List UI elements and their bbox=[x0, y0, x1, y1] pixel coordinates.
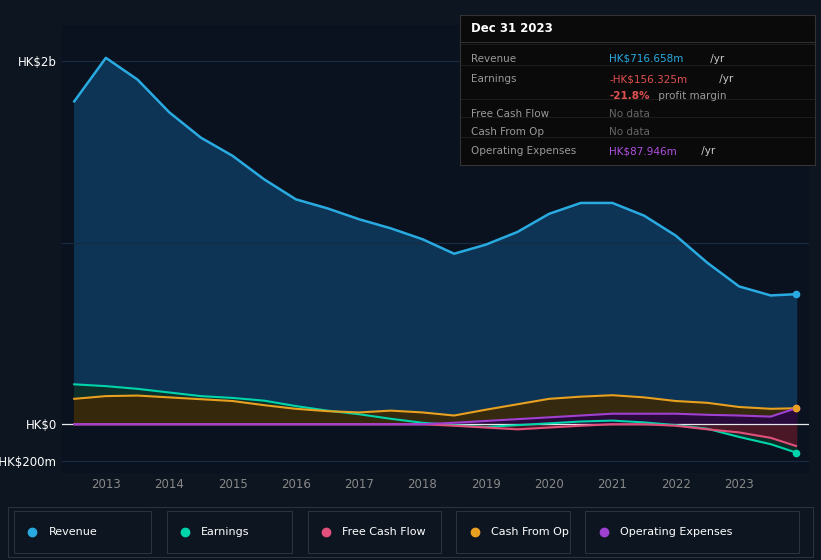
Text: No data: No data bbox=[609, 127, 650, 137]
Text: HK$87.946m: HK$87.946m bbox=[609, 147, 677, 156]
Text: Free Cash Flow: Free Cash Flow bbox=[470, 109, 548, 119]
Text: -21.8%: -21.8% bbox=[609, 91, 649, 101]
Text: /yr: /yr bbox=[707, 54, 724, 63]
Text: Operating Expenses: Operating Expenses bbox=[620, 527, 732, 537]
Text: No data: No data bbox=[609, 109, 650, 119]
Text: Earnings: Earnings bbox=[201, 527, 250, 537]
Text: Revenue: Revenue bbox=[48, 527, 97, 537]
Text: Operating Expenses: Operating Expenses bbox=[470, 147, 576, 156]
Text: Free Cash Flow: Free Cash Flow bbox=[342, 527, 426, 537]
Text: Revenue: Revenue bbox=[470, 54, 516, 63]
Text: HK$716.658m: HK$716.658m bbox=[609, 54, 683, 63]
Text: profit margin: profit margin bbox=[655, 91, 727, 101]
Text: Dec 31 2023: Dec 31 2023 bbox=[470, 22, 553, 35]
Text: /yr: /yr bbox=[716, 74, 733, 85]
Text: /yr: /yr bbox=[698, 147, 715, 156]
Text: Cash From Op: Cash From Op bbox=[470, 127, 544, 137]
Text: Earnings: Earnings bbox=[470, 74, 516, 85]
Text: -HK$156.325m: -HK$156.325m bbox=[609, 74, 687, 85]
Text: Cash From Op: Cash From Op bbox=[491, 527, 569, 537]
